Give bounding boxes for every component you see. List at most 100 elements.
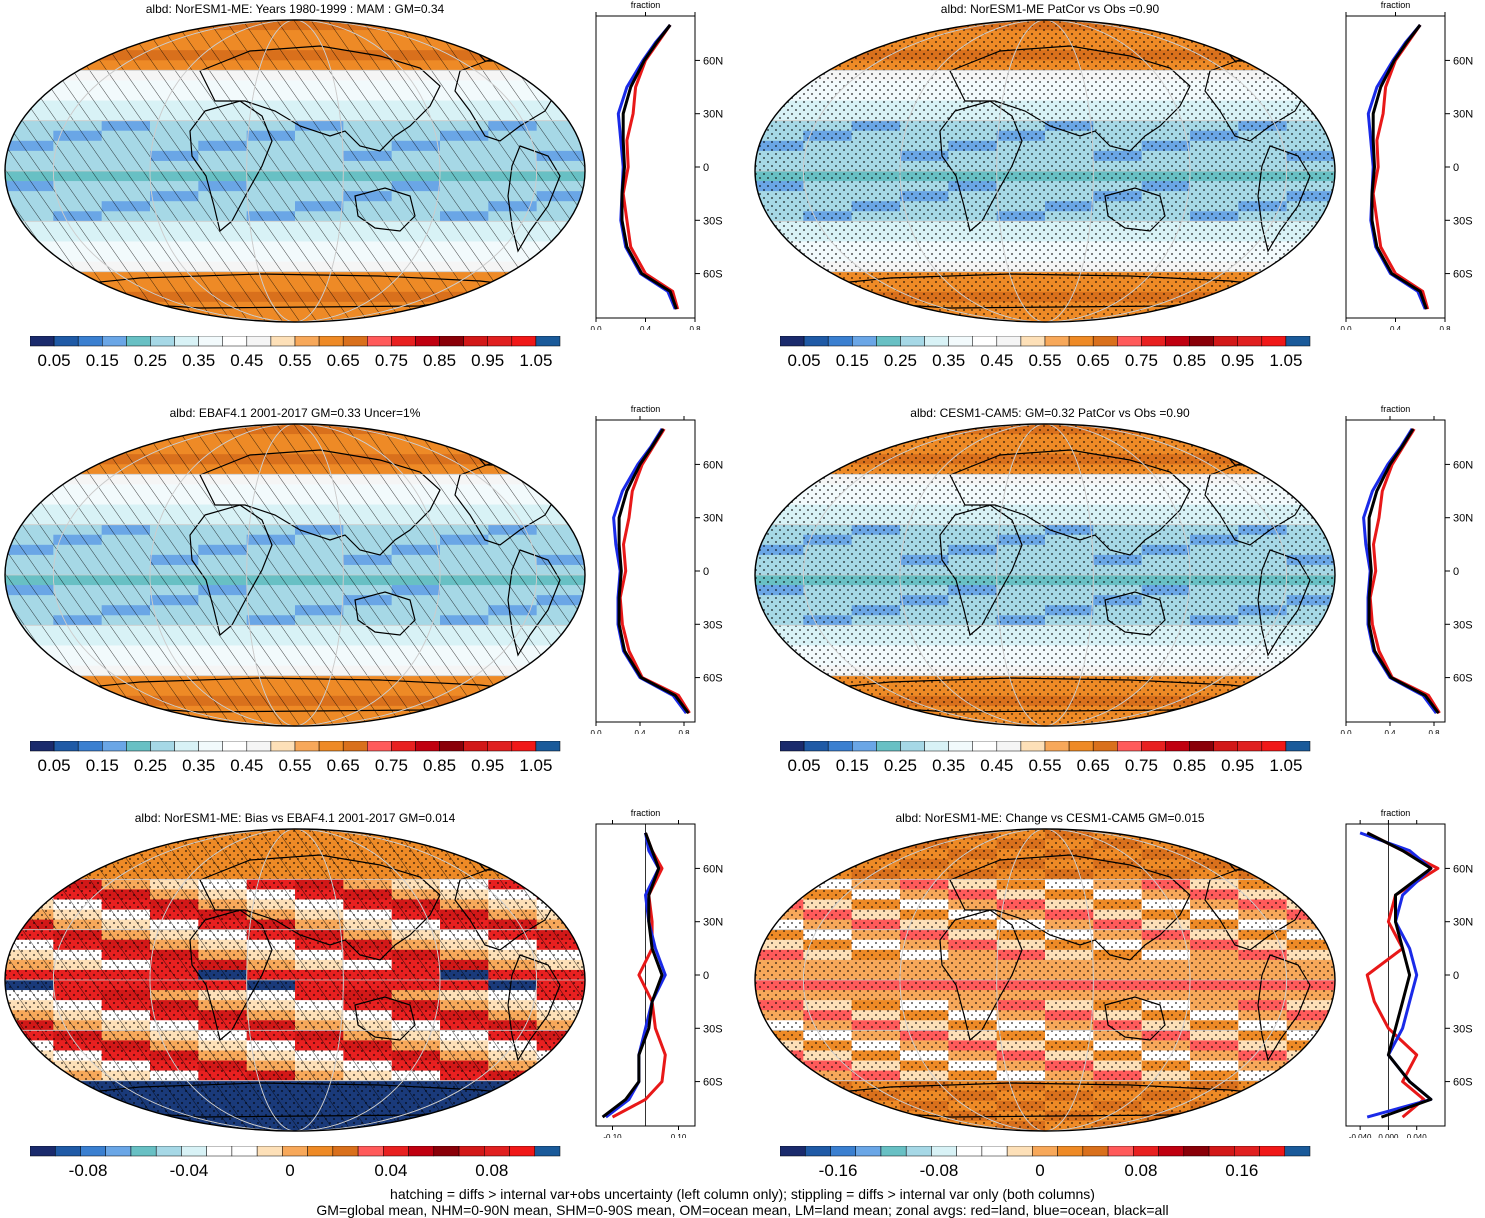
colorbar-swatch (77, 740, 103, 752)
lat-tick-label: 30N (703, 109, 723, 121)
zonal-series-all (617, 428, 690, 714)
zonal-mean-plot: fraction 60N 30N 0 30S 60S 0.0 0.4 0.8 (580, 0, 730, 335)
colorbar-swatch (1261, 740, 1287, 752)
panel-title: albd: NorESM1-ME: Change vs CESM1-CAM5 G… (895, 811, 1205, 825)
panel-title: albd: CESM1-CAM5: GM=0.32 PatCor vs Obs … (910, 406, 1190, 420)
colorbar-swatch (1261, 335, 1287, 347)
colorbar-label: 0.95 (471, 351, 504, 370)
colorbar-swatch (924, 335, 949, 347)
lat-tick-label: 60N (1453, 459, 1473, 471)
colorbar-swatch (1213, 740, 1238, 752)
colorbar-label: 0.15 (86, 351, 119, 370)
colorbar-label: 0 (1035, 1161, 1044, 1180)
colorbar-label: 0.15 (86, 756, 119, 775)
x-tick-label: 0.8 (689, 325, 701, 330)
colorbar-label: 0.25 (884, 351, 917, 370)
colorbar-swatch (900, 335, 925, 347)
colorbar-label: 1.05 (1269, 756, 1302, 775)
colorbar-swatch (487, 335, 513, 347)
colorbar-swatch (1165, 740, 1190, 752)
zonal-series-all (1370, 23, 1428, 310)
colorbar-swatch (1284, 1145, 1311, 1157)
colorbar-label: 0.04 (374, 1161, 407, 1180)
lat-tick-label: 30S (703, 1023, 723, 1035)
panel-title: albd: NorESM1-ME PatCor vs Obs =0.90 (940, 2, 1160, 16)
colorbar-swatch (1057, 1145, 1084, 1157)
colorbar-swatch (342, 740, 368, 752)
x-tick-label: 0.4 (640, 325, 652, 330)
colorbar-swatch (535, 335, 561, 347)
zonal-series-all (601, 832, 664, 1119)
colorbar-swatch (342, 335, 368, 347)
colorbar-swatch (198, 740, 223, 752)
lat-tick-label: 30S (703, 619, 723, 631)
map-panel (750, 16, 1340, 326)
zonal-axis-title: fraction (1381, 0, 1411, 10)
colorbar-label: 0.05 (788, 756, 821, 775)
lat-tick-label: 0 (1453, 970, 1459, 982)
colorbar-swatch (222, 335, 248, 347)
lat-tick-label: 30N (703, 917, 723, 929)
colorbar-label: 0.45 (230, 756, 263, 775)
colorbar-swatch (534, 1145, 561, 1157)
colorbar-swatch (408, 1145, 435, 1157)
panel-title: albd: NorESM1-ME: Years 1980-1999 : MAM … (145, 2, 445, 16)
colorbar-label: -0.08 (69, 1161, 108, 1180)
colorbar-label: 0.95 (1221, 756, 1254, 775)
colorbar-swatch (391, 740, 416, 752)
colorbar-swatch (367, 335, 392, 347)
colorbar-label: 0.75 (375, 351, 408, 370)
x-tick-label: 0.000 (1378, 1133, 1399, 1138)
colorbar-swatch (318, 740, 344, 752)
zonal-axis-title: fraction (631, 808, 661, 818)
lat-tick-label: 60N (703, 863, 723, 875)
lat-tick-label: 30N (703, 513, 723, 525)
colorbar-swatch (294, 335, 320, 347)
colorbar-swatch (803, 740, 829, 752)
colorbar-swatch (105, 1145, 132, 1157)
colorbar-label: 0.65 (1077, 351, 1110, 370)
colorbar-swatch (1006, 1145, 1033, 1157)
colorbar-swatch (102, 740, 127, 752)
colorbar-swatch (779, 335, 805, 347)
colorbar-swatch (463, 740, 488, 752)
colorbar-label: 0.35 (932, 351, 965, 370)
lat-tick-label: 30S (1453, 215, 1473, 227)
colorbar-label: 0.08 (475, 1161, 508, 1180)
colorbar-label: 0.75 (1125, 756, 1158, 775)
colorbar-swatch (1237, 335, 1263, 347)
colorbar-swatch (174, 335, 199, 347)
lat-tick-label: 0 (703, 970, 709, 982)
map-border (4, 19, 586, 323)
colorbar-swatch (905, 1145, 932, 1157)
lat-tick-label: 60N (1453, 55, 1473, 67)
colorbar-swatch (900, 740, 925, 752)
colorbar-swatch (256, 1145, 283, 1157)
colorbar-swatch (181, 1145, 207, 1157)
zonal-series-all (1366, 831, 1433, 1119)
colorbar-swatch (1133, 1145, 1159, 1157)
colorbar-label: 0.05 (788, 351, 821, 370)
colorbar-swatch (855, 1145, 882, 1157)
map-panel (0, 420, 590, 730)
colorbar-swatch (1189, 335, 1214, 347)
colorbar-label: 0.95 (1221, 351, 1254, 370)
x-tick-label: 0.8 (1439, 325, 1451, 330)
lat-tick-label: 30N (1453, 917, 1473, 929)
colorbar-swatch (54, 1145, 81, 1157)
colorbar-swatch (206, 1145, 233, 1157)
colorbar-label: 0.15 (836, 351, 869, 370)
colorbar-swatch (956, 1145, 983, 1157)
colorbar-label: 0.85 (1173, 351, 1206, 370)
colorbar-swatch (1183, 1145, 1210, 1157)
colorbar-swatch (270, 740, 296, 752)
colorbar-label: 0.85 (423, 351, 456, 370)
colorbar-label: -0.16 (819, 1161, 858, 1180)
colorbar-swatch (307, 1145, 334, 1157)
lat-tick-label: 60S (1453, 1077, 1473, 1089)
colorbar-swatch (332, 1145, 359, 1157)
zonal-mean-plot: fraction 60N 30N 0 30S 60S -0.040 0.000 0.040 (1330, 808, 1480, 1143)
x-tick-label: 0.0 (1340, 729, 1352, 734)
zonal-axis-title: fraction (631, 0, 661, 10)
colorbar-swatch (1285, 740, 1311, 752)
